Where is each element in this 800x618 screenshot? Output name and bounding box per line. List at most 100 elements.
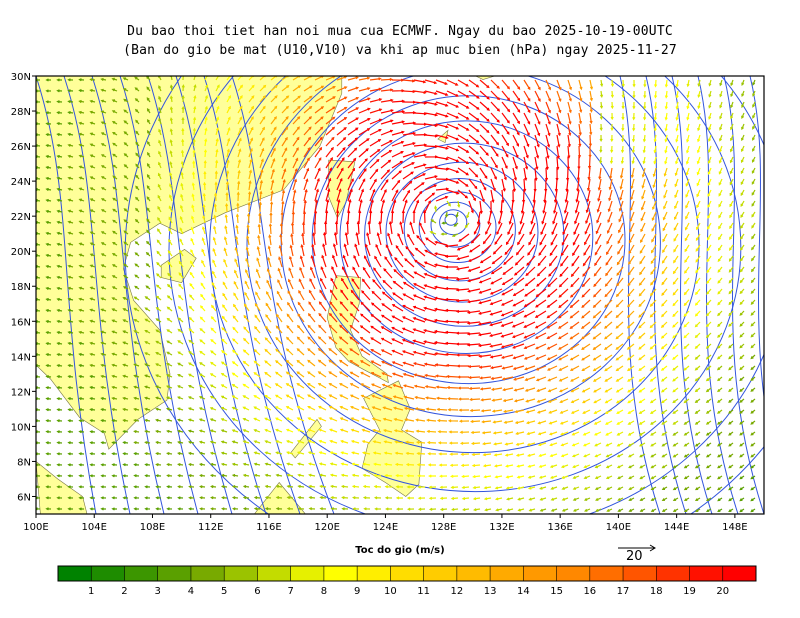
wind-arrow (270, 116, 277, 125)
wind-arrow (297, 473, 305, 477)
wind-arrow (672, 475, 679, 480)
wind-arrow (578, 134, 582, 148)
colorbar-label: 4 (188, 586, 194, 597)
wind-arrow (684, 266, 690, 274)
wind-arrow (537, 431, 547, 436)
wind-arrow (695, 277, 701, 285)
wind-arrow (297, 484, 305, 488)
wind-arrow (526, 442, 536, 446)
wind-arrow (751, 233, 756, 240)
colorbar-swatch (58, 566, 92, 581)
wind-arrow (45, 419, 52, 423)
wind-arrow (188, 373, 195, 378)
wind-arrow (534, 145, 540, 159)
wind-arrow (482, 453, 492, 457)
isobar (403, 178, 516, 282)
wind-arrow (469, 244, 481, 253)
wind-arrow (329, 289, 338, 301)
wind-arrow (586, 189, 591, 203)
wind-arrow (198, 407, 206, 411)
wind-arrow (275, 428, 283, 433)
wind-arrow (595, 497, 602, 501)
wind-arrow (67, 496, 74, 500)
wind-arrow (111, 463, 118, 467)
wind-arrow (604, 277, 613, 287)
wind-arrow (111, 474, 118, 478)
wind-arrow (694, 398, 701, 404)
wind-arrow (78, 253, 85, 257)
wind-arrow (489, 310, 503, 316)
wind-arrow (275, 313, 283, 323)
wind-arrow (56, 253, 63, 257)
wind-arrow (253, 451, 261, 455)
wind-arrow (166, 507, 173, 511)
isobar (209, 76, 742, 493)
wind-arrow (111, 253, 118, 257)
wind-arrow (166, 306, 173, 312)
wind-arrow (100, 308, 107, 312)
wind-arrow (340, 439, 349, 444)
wind-arrow (752, 134, 756, 141)
wind-arrow (330, 484, 338, 488)
wind-arrow (512, 145, 519, 159)
wind-arrow (192, 149, 196, 157)
wind-arrow (413, 143, 428, 147)
wind-arrow (78, 363, 85, 368)
wind-arrow (349, 383, 360, 389)
wind-arrow (144, 474, 151, 478)
wind-arrow (285, 371, 294, 378)
wind-arrow (526, 255, 536, 266)
wind-arrow (546, 321, 558, 329)
wind-arrow (718, 233, 723, 241)
wind-arrow (642, 156, 646, 165)
wind-arrow (187, 451, 195, 455)
wind-arrow (621, 123, 625, 132)
wind-arrow (360, 313, 371, 323)
wind-arrow (479, 167, 488, 180)
wind-arrow (336, 167, 344, 180)
wind-arrow (369, 188, 376, 202)
wind-arrow (428, 496, 437, 500)
wind-arrow (556, 156, 560, 171)
wind-arrow (649, 365, 657, 371)
wind-arrow (396, 507, 404, 511)
wind-arrow (45, 485, 52, 489)
wind-arrow (328, 312, 338, 323)
wind-arrow (45, 231, 52, 235)
wind-arrow (286, 496, 294, 500)
wind-arrow (285, 428, 294, 433)
wind-arrow (638, 365, 646, 372)
wind-arrow (314, 76, 324, 81)
wind-arrow (471, 452, 481, 457)
wind-arrow (628, 453, 635, 458)
wind-arrow (248, 116, 254, 125)
wind-arrow (468, 123, 480, 133)
wind-arrow (706, 486, 712, 491)
wind-arrow (190, 226, 195, 235)
colorbar-swatch (357, 566, 391, 581)
wind-arrow (338, 336, 349, 345)
wind-arrow (741, 101, 745, 109)
wind-arrow (56, 176, 63, 180)
wind-arrow (741, 123, 745, 131)
wind-arrow (264, 395, 272, 400)
wind-arrow (100, 242, 107, 246)
wind-arrow (275, 473, 283, 477)
wind-arrow (640, 233, 646, 244)
wind-arrow (253, 372, 261, 378)
wind-arrow (111, 308, 118, 312)
wind-arrow (242, 429, 250, 433)
wind-arrow (605, 464, 613, 469)
wind-arrow (740, 233, 745, 240)
wind-arrow (193, 116, 197, 125)
wind-arrow (512, 101, 521, 113)
wind-arrow (209, 361, 217, 367)
wind-arrow (255, 291, 261, 301)
wind-arrow (565, 178, 569, 193)
wind-arrow (89, 496, 96, 500)
wind-arrow (430, 219, 437, 224)
wind-arrow (705, 321, 712, 328)
wind-arrow (536, 398, 547, 403)
wind-arrow (750, 398, 756, 403)
